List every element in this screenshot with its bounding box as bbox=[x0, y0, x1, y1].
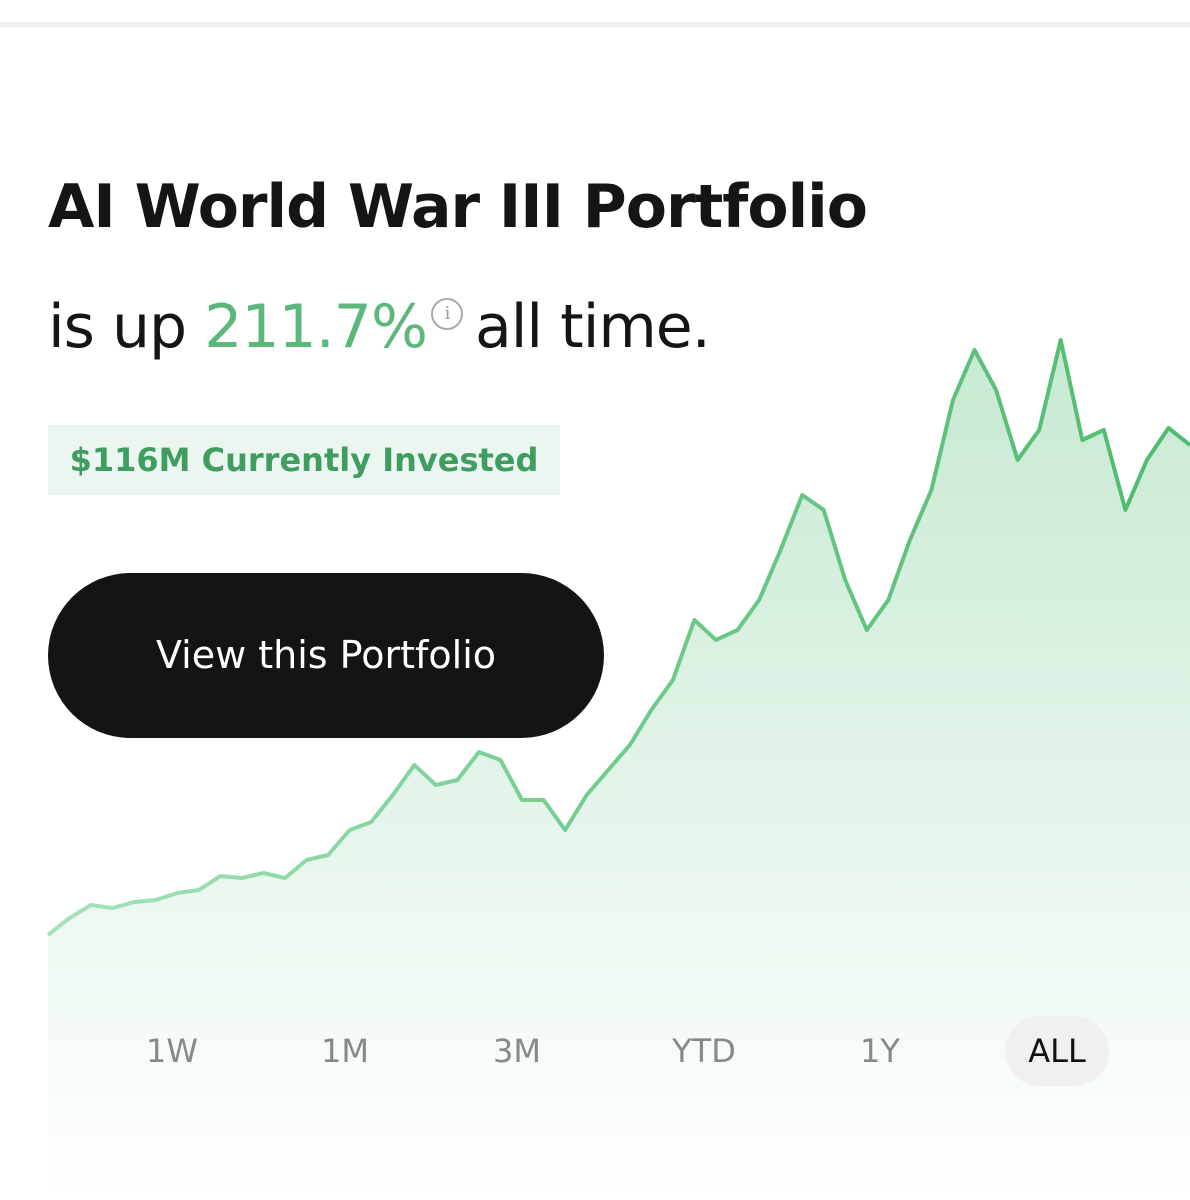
area bbox=[48, 340, 1190, 1200]
view-button[interactable]: View this Portfolio bbox=[48, 573, 604, 738]
gain: 211.7% bbox=[204, 292, 428, 362]
badge: $116M Currently Invested bbox=[48, 425, 560, 495]
range-button[interactable]: 1W bbox=[146, 1032, 198, 1070]
range-button[interactable]: 1M bbox=[321, 1032, 369, 1070]
range-button[interactable]: YTD bbox=[672, 1032, 736, 1070]
subtitle: is up 211.7% i all time. bbox=[48, 292, 711, 362]
divider bbox=[0, 22, 1190, 27]
text: is up bbox=[48, 292, 187, 362]
line bbox=[46, 338, 1190, 937]
range-button[interactable]: 3M bbox=[493, 1032, 541, 1070]
range-button[interactable]: 1Y bbox=[860, 1032, 900, 1070]
info-icon[interactable]: i bbox=[430, 298, 463, 330]
text: all time. bbox=[474, 292, 711, 362]
range-button[interactable]: ALL bbox=[1005, 1016, 1109, 1086]
title: AI World War III Portfolio bbox=[48, 172, 868, 242]
range-selector: 1W 1M 3M YTD 1Y ALL bbox=[0, 1016, 1190, 1086]
